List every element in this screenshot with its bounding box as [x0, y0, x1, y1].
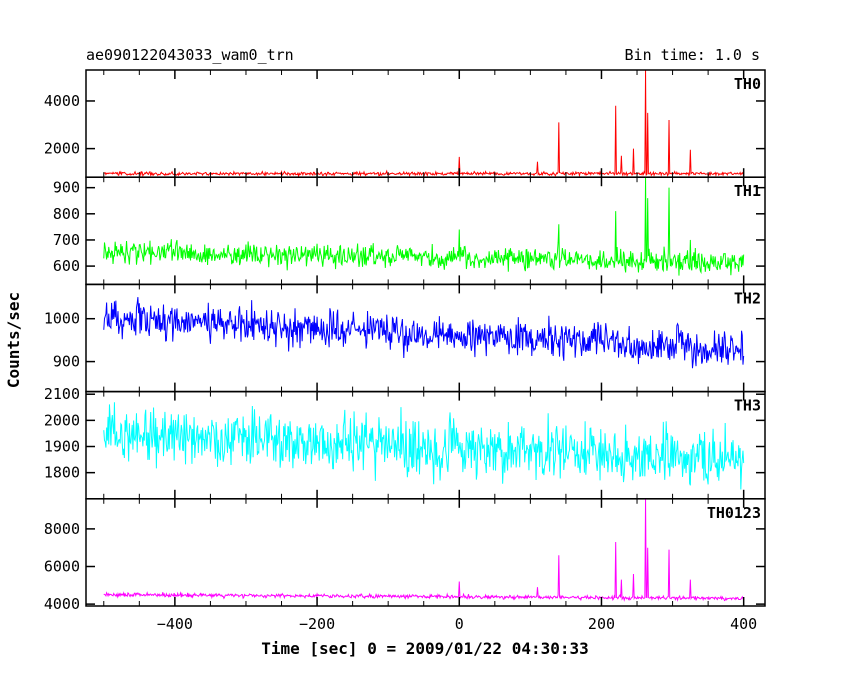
- series-line-th1: [103, 177, 745, 276]
- panel-frame: [85, 283, 766, 393]
- chart-title: ae090122043033_wam0_trn: [86, 46, 294, 64]
- bin-time-label: Bin time: 1.0 s: [625, 46, 760, 64]
- panel-th1: 600 700 800 900 TH1: [53, 176, 766, 286]
- panel-label-th0: TH0: [734, 75, 761, 93]
- y-tick-label: 600: [53, 257, 80, 275]
- series-line-th0123: [103, 498, 745, 602]
- panel-label-th3: TH3: [734, 397, 761, 415]
- y-tick-label: 700: [53, 231, 80, 249]
- series-line-th0: [103, 70, 745, 178]
- y-tick-label: 8000: [44, 520, 80, 538]
- panel-frame: [85, 498, 766, 607]
- x-tick-label: −400: [157, 615, 193, 633]
- panel-label-th0123: TH0123: [707, 504, 761, 522]
- y-tick-label: 1900: [44, 438, 80, 456]
- y-tick-label: 900: [53, 179, 80, 197]
- y-tick-label: 2000: [44, 140, 80, 158]
- y-tick-label: 1800: [44, 464, 80, 482]
- y-tick-label: 2000: [44, 411, 80, 429]
- panels-layer: 2000 4000 TH0 600 700 800 900 TH1 900 1000 TH2 1800…: [44, 69, 766, 613]
- x-tick-label: 400: [730, 615, 757, 633]
- x-tick-label: 0: [455, 615, 464, 633]
- x-axis-labels: −400 −200 0 200 400: [157, 615, 757, 633]
- panel-label-th2: TH2: [734, 289, 761, 307]
- x-axis-title: Time [sec] 0 = 2009/01/22 04:30:33: [261, 639, 589, 658]
- x-tick-label: 200: [588, 615, 615, 633]
- series-line-th2: [103, 297, 745, 369]
- panel-th0123: 4000 6000 8000 TH0123: [44, 498, 766, 613]
- y-tick-label: 4000: [44, 595, 80, 613]
- y-tick-label: 1000: [44, 310, 80, 328]
- y-tick-label: 4000: [44, 92, 80, 110]
- y-tick-label: 900: [53, 353, 80, 371]
- panel-frame: [85, 69, 766, 178]
- x-tick-label: −200: [299, 615, 335, 633]
- y-tick-label: 800: [53, 205, 80, 223]
- panel-th3: 1800 1900 2000 2100 TH3: [44, 385, 766, 500]
- y-tick-label: 2100: [44, 385, 80, 403]
- y-axis-title: Counts/sec: [4, 292, 23, 388]
- panel-th0: 2000 4000 TH0: [44, 69, 766, 178]
- y-tick-label: 6000: [44, 558, 80, 576]
- panel-th2: 900 1000 TH2: [44, 283, 766, 393]
- series-line-th3: [103, 402, 745, 490]
- panel-label-th1: TH1: [734, 182, 761, 200]
